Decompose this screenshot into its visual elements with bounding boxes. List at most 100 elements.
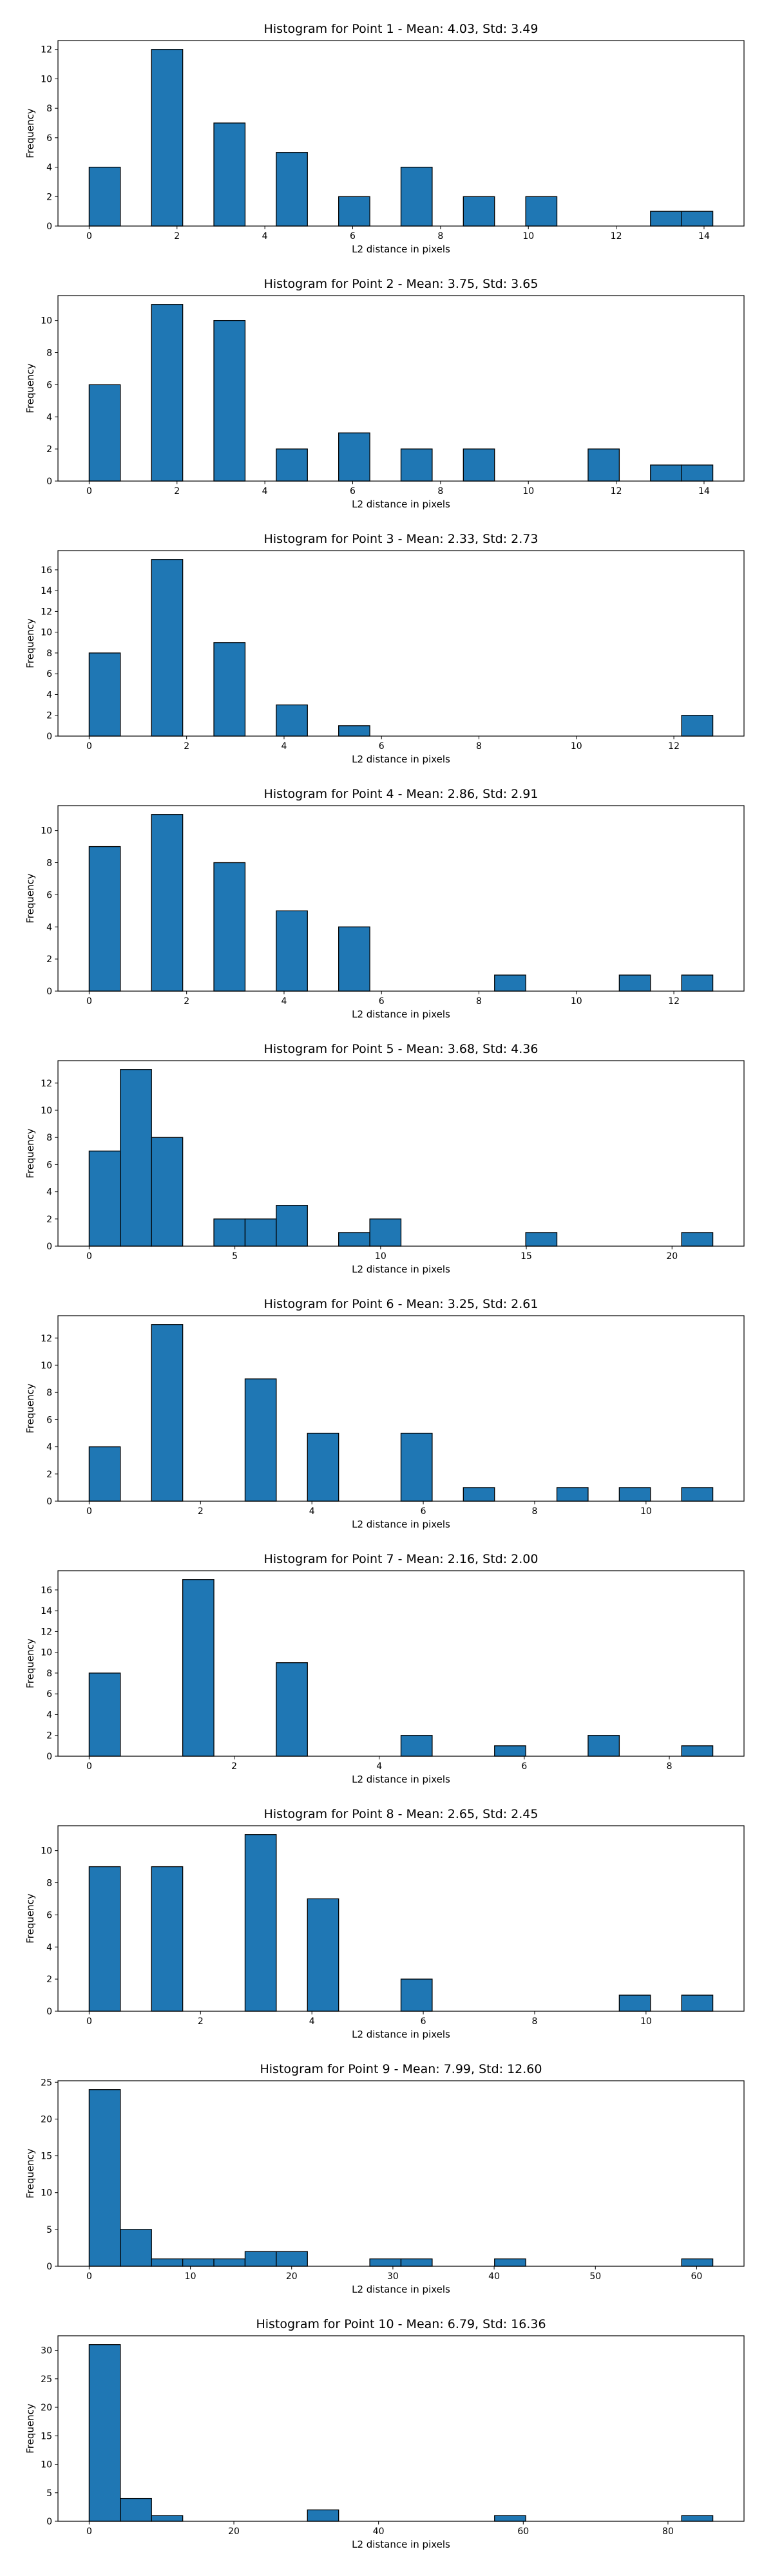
x-tick-label: 50 — [589, 2271, 601, 2282]
x-tick-label: 0 — [86, 1251, 92, 1262]
histogram-panel-2: Histogram for Point 2 - Mean: 3.75, Std:… — [24, 277, 745, 510]
y-tick-label: 15 — [41, 2431, 52, 2441]
histogram-panel-4: Histogram for Point 4 - Mean: 2.86, Std:… — [24, 787, 745, 1020]
y-tick-label: 12 — [41, 45, 52, 55]
histogram-bar — [88, 166, 121, 227]
histogram-bar — [88, 1672, 121, 1757]
y-tick-label: 4 — [46, 1443, 52, 1453]
y-tick-label: 4 — [46, 690, 52, 700]
histogram-bar — [88, 652, 121, 737]
x-tick-label: 60 — [517, 2526, 529, 2537]
histogram-bar — [338, 1232, 370, 1247]
y-tick-label: 8 — [46, 104, 52, 114]
x-tick-label: 6 — [521, 1761, 527, 1772]
x-tick-label: 2 — [174, 486, 180, 497]
chart-title: Histogram for Point 2 - Mean: 3.75, Std:… — [264, 277, 539, 291]
y-axis-label: Frequency — [24, 1128, 36, 1179]
x-tick-label: 20 — [286, 2271, 298, 2282]
histogram-bar — [338, 432, 370, 482]
histogram-bar — [400, 1978, 433, 2012]
histogram-bar — [463, 196, 495, 227]
y-tick-label: 2 — [46, 1470, 52, 1480]
y-tick-label: 10 — [41, 1106, 52, 1116]
y-tick-label: 4 — [46, 1710, 52, 1720]
x-tick-label: 6 — [350, 231, 356, 242]
x-tick-label: 4 — [262, 231, 268, 242]
x-axis-label: L2 distance in pixels — [352, 1009, 450, 1020]
x-axis-label: L2 distance in pixels — [352, 243, 450, 255]
y-tick-label: 6 — [46, 890, 52, 900]
histogram-bar — [463, 1487, 495, 1502]
histogram-bar — [494, 974, 526, 992]
x-axis-label: L2 distance in pixels — [352, 1264, 450, 1275]
x-tick-label: 15 — [520, 1251, 532, 1262]
x-axis-label: L2 distance in pixels — [352, 2539, 450, 2550]
x-tick-label: 10 — [375, 1251, 386, 1262]
axes-frame — [57, 550, 745, 737]
y-tick-label: 2 — [46, 711, 52, 721]
x-tick-label: 2 — [184, 996, 189, 1007]
y-tick-label: 8 — [46, 1133, 52, 1143]
histogram-bar — [618, 1994, 651, 2012]
y-tick-label: 0 — [46, 732, 52, 742]
chart-title: Histogram for Point 10 - Mean: 6.79, Std… — [256, 2317, 546, 2331]
x-tick-label: 8 — [532, 2016, 538, 2027]
histogram-panel-9: Histogram for Point 9 - Mean: 7.99, Std:… — [24, 2062, 745, 2295]
histogram-panel-5: Histogram for Point 5 - Mean: 3.68, Std:… — [24, 1042, 745, 1275]
y-tick-label: 2 — [46, 192, 52, 202]
y-tick-label: 25 — [41, 2374, 52, 2385]
histogram-bar — [276, 704, 308, 737]
y-tick-label: 10 — [41, 1648, 52, 1658]
x-tick-label: 0 — [86, 996, 92, 1007]
x-tick-label: 8 — [476, 741, 482, 752]
x-axis-label: L2 distance in pixels — [352, 2284, 450, 2295]
histogram-bar — [400, 2258, 433, 2267]
y-tick-label: 12 — [41, 1079, 52, 1089]
histogram-bar — [681, 2515, 714, 2522]
x-tick-label: 60 — [691, 2271, 703, 2282]
histogram-bar — [618, 974, 651, 992]
axes-frame — [57, 1060, 745, 1247]
histogram-bar — [307, 2509, 339, 2522]
y-tick-label: 12 — [41, 1334, 52, 1344]
x-axis-label: L2 distance in pixels — [352, 2029, 450, 2040]
histogram-bar — [369, 1218, 402, 1247]
y-tick-label: 16 — [41, 565, 52, 576]
histogram-bar — [213, 319, 246, 482]
histogram-bar — [618, 1487, 651, 1502]
chart-title: Histogram for Point 6 - Mean: 3.25, Std:… — [264, 1297, 539, 1311]
histogram-bar — [151, 2258, 184, 2267]
x-tick-label: 0 — [86, 1761, 92, 1772]
y-tick-label: 0 — [46, 1242, 52, 1252]
histogram-bar — [151, 304, 184, 482]
histogram-bar — [88, 2089, 121, 2267]
histogram-bar — [151, 1324, 184, 1502]
y-axis-label: Frequency — [24, 363, 36, 413]
histogram-bar — [213, 122, 246, 227]
y-tick-label: 6 — [46, 133, 52, 144]
x-tick-label: 4 — [282, 996, 287, 1007]
axes-frame — [57, 1570, 745, 1757]
histogram-bar — [244, 2251, 277, 2267]
histogram-bar — [151, 49, 184, 227]
histogram-bar — [213, 2258, 246, 2267]
y-tick-label: 0 — [46, 1752, 52, 1762]
y-tick-label: 8 — [46, 649, 52, 659]
histogram-bar — [88, 1446, 121, 1502]
histogram-bar — [182, 2258, 215, 2267]
axes-frame — [57, 295, 745, 482]
x-tick-label: 10 — [185, 2271, 196, 2282]
y-axis-label: Frequency — [24, 1638, 36, 1689]
histogram-bar — [151, 2515, 184, 2522]
x-tick-label: 0 — [86, 2526, 92, 2537]
axes-frame — [57, 2080, 745, 2267]
histogram-bar — [88, 1866, 121, 2012]
x-tick-label: 5 — [232, 1251, 238, 1262]
y-tick-label: 4 — [46, 412, 52, 422]
x-axis-label: L2 distance in pixels — [352, 498, 450, 510]
x-tick-label: 10 — [522, 486, 534, 497]
x-tick-label: 0 — [86, 741, 92, 752]
y-tick-label: 2 — [46, 444, 52, 455]
histogram-bar — [276, 1662, 308, 1757]
y-tick-label: 2 — [46, 1731, 52, 1741]
